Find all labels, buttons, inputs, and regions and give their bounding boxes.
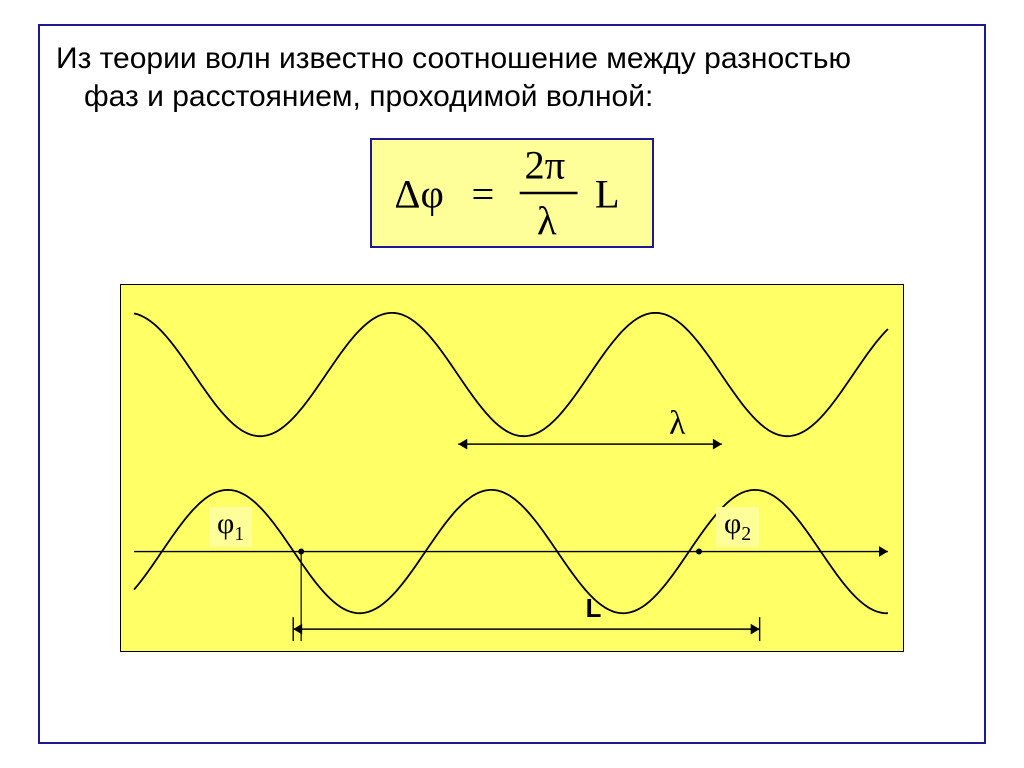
arrowhead xyxy=(879,546,888,557)
slide-frame: Из теории волн известно соотношение межд… xyxy=(38,24,986,744)
formula-box: Δφ = 2π λ L xyxy=(370,138,654,248)
arrowhead xyxy=(293,624,302,635)
formula-numerator: 2π xyxy=(525,143,566,188)
arrowhead xyxy=(751,624,760,635)
body-text: Из теории волн известно соотношение межд… xyxy=(56,40,968,115)
formula-equals: = xyxy=(472,171,495,216)
body-text-line1: Из теории волн известно соотношение межд… xyxy=(56,42,851,75)
phi1-label-box: φ1 xyxy=(209,507,252,547)
arrowhead xyxy=(713,439,722,450)
formula-factor: L xyxy=(595,171,620,216)
body-text-line2: фаз и расстоянием, проходимой волной: xyxy=(56,78,968,116)
wave-diagram: λL φ1 φ2 xyxy=(120,284,904,652)
formula-delta-phi: Δφ xyxy=(394,171,443,216)
phi2-label: φ2 xyxy=(724,507,751,540)
lambda-label: λ xyxy=(669,405,686,442)
phi2-label-box: φ2 xyxy=(716,507,759,547)
phi2-point xyxy=(696,549,702,555)
formula-denominator: λ xyxy=(537,198,557,243)
wave1 xyxy=(134,313,888,436)
L-label: L xyxy=(586,595,602,623)
arrowhead xyxy=(458,439,467,450)
formula-svg: Δφ = 2π λ L xyxy=(372,140,652,246)
phi1-label: φ1 xyxy=(217,507,244,540)
wave-diagram-svg: λL xyxy=(121,285,903,651)
